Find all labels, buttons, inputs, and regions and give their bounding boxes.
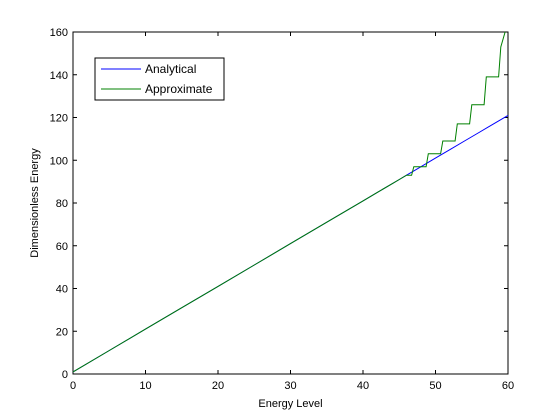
x-tick-label: 50 — [429, 380, 441, 392]
y-tick-label: 60 — [56, 241, 68, 253]
y-tick-label: 20 — [56, 326, 68, 338]
y-axis-label: Dimensionless Energy — [29, 148, 41, 258]
x-tick-label: 30 — [284, 380, 296, 392]
x-axis-label: Energy Level — [258, 398, 322, 410]
y-tick-label: 160 — [50, 27, 68, 39]
y-tick-label: 0 — [62, 369, 68, 381]
y-tick-label: 120 — [50, 113, 68, 125]
y-tick-label: 100 — [50, 155, 68, 167]
x-tick-label: 60 — [502, 380, 514, 392]
legend-label-analytical: Analytical — [145, 62, 196, 76]
y-tick-label: 140 — [50, 70, 68, 82]
y-tick-label: 40 — [56, 284, 68, 296]
x-tick-label: 40 — [357, 380, 369, 392]
y-tick-label: 80 — [56, 198, 68, 210]
legend-label-approximate: Approximate — [145, 82, 213, 96]
x-tick-label: 0 — [70, 380, 76, 392]
legend: Analytical Approximate — [95, 58, 224, 100]
x-tick-label: 10 — [139, 380, 151, 392]
x-tick-label: 20 — [212, 380, 224, 392]
